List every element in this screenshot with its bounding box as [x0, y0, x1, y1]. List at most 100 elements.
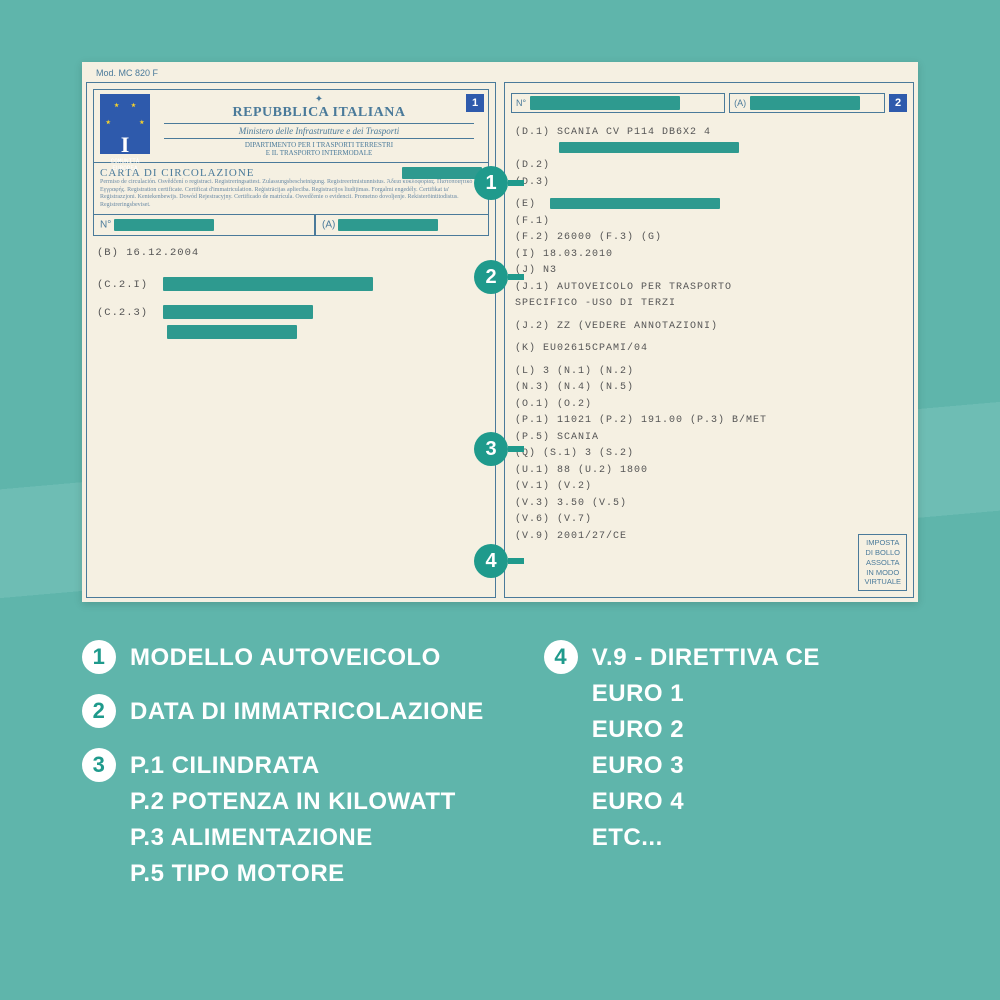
field-v3: (V.3) 3.50 (V.5) — [515, 496, 903, 513]
legend-text-4: V.9 - DIRETTIVA CE EURO 1 EURO 2 EURO 3 … — [592, 640, 820, 856]
marker-4-num: 4 — [485, 550, 496, 573]
bollo-stamp: IMPOSTADI BOLLOASSOLTAIN MODOVIRTUALE — [858, 534, 907, 591]
redacted — [750, 96, 860, 110]
carta-translations: Permiso de circulación. Osvědčení o regi… — [100, 179, 482, 210]
field-p5: (P.5) SCANIA — [515, 430, 903, 447]
marker-2-num: 2 — [485, 266, 496, 289]
page-1: ⋆ ⋆⋆ ⋆ I COMUNITÀ EUROPEA ✦ REPUBBLICA I… — [86, 82, 496, 598]
redacted — [550, 198, 720, 209]
dept2: E IL TRASPORTO INTERMODALE — [156, 149, 482, 157]
field-j: (J) N3 — [515, 263, 903, 280]
field-k: (K) EU02615CPAMI/04 — [515, 341, 903, 358]
field-c2i: (C.2.I) — [97, 279, 148, 291]
field-d2: (D.2) — [515, 158, 903, 175]
page2-top: N° (A) 2 — [511, 89, 907, 117]
page2-body: (D.1) SCANIA CV P114 DB6X2 4 (D.2) (D.3)… — [511, 117, 907, 549]
page-num-1: 1 — [466, 94, 484, 112]
ministry: Ministero delle Infrastrutture e dei Tra… — [164, 123, 474, 139]
legend-3-l2: P.2 POTENZA IN KILOWATT — [130, 784, 456, 820]
legend-item-4: 4 V.9 - DIRETTIVA CE EURO 1 EURO 2 EURO … — [544, 640, 820, 856]
legend-4-l1: V.9 - DIRETTIVA CE — [592, 640, 820, 676]
a-label-2: (A) — [734, 98, 746, 108]
page-num-2: 2 — [889, 94, 907, 112]
redacted — [559, 142, 739, 153]
legend-text-2: DATA DI IMMATRICOLAZIONE — [130, 694, 484, 730]
page-2: N° (A) 2 (D.1) SCANIA CV P114 DB6X2 4 (D… — [504, 82, 914, 598]
a-label: (A) — [322, 220, 335, 231]
marker-1: 1 — [474, 166, 508, 200]
field-n3: (N.3) (N.4) (N.5) — [515, 380, 903, 397]
header-box: ⋆ ⋆⋆ ⋆ I COMUNITÀ EUROPEA ✦ REPUBBLICA I… — [93, 89, 489, 163]
page1-body: (B) 16.12.2004 (C.2.I) (C.2.3) — [93, 236, 489, 348]
field-j1b: SPECIFICO -USO DI TERZI — [515, 296, 903, 313]
field-f2: (F.2) 26000 (F.3) (G) — [515, 230, 903, 247]
a-field: (A) — [315, 215, 489, 235]
legend-text-1: MODELLO AUTOVEICOLO — [130, 640, 441, 676]
legend-4-l6: ETC... — [592, 820, 820, 856]
legend-3-l1: P.1 CILINDRATA — [130, 748, 456, 784]
redacted — [114, 219, 214, 231]
mod-label: Mod. MC 820 F — [96, 68, 158, 78]
n-label-2: N° — [516, 98, 526, 108]
field-e: (E) — [515, 199, 536, 210]
legend-num-2: 2 — [82, 694, 116, 728]
doc-title: REPUBBLICA ITALIANA — [156, 105, 482, 121]
legend-col-left: 1 MODELLO AUTOVEICOLO 2 DATA DI IMMATRIC… — [82, 640, 484, 892]
marker-4: 4 — [474, 544, 508, 578]
field-o1: (O.1) (O.2) — [515, 397, 903, 414]
eu-country: I — [100, 132, 150, 158]
legend-4-l2: EURO 1 — [592, 676, 820, 712]
field-l: (L) 3 (N.1) (N.2) — [515, 364, 903, 381]
field-j2: (J.2) ZZ (VEDERE ANNOTAZIONI) — [515, 319, 903, 336]
pages: ⋆ ⋆⋆ ⋆ I COMUNITÀ EUROPEA ✦ REPUBBLICA I… — [86, 66, 914, 598]
field-i: (I) 18.03.2010 — [515, 247, 903, 264]
dept1: DIPARTIMENTO PER I TRASPORTI TERRESTRI — [156, 141, 482, 149]
field-v6: (V.6) (V.7) — [515, 512, 903, 529]
legend-4-l5: EURO 4 — [592, 784, 820, 820]
eu-flag: ⋆ ⋆⋆ ⋆ I COMUNITÀ EUROPEA — [100, 94, 150, 154]
legend-text-3: P.1 CILINDRATA P.2 POTENZA IN KILOWATT P… — [130, 748, 456, 892]
field-q: (Q) (S.1) 3 (S.2) — [515, 446, 903, 463]
legend-num-1: 1 — [82, 640, 116, 674]
redacted — [402, 167, 482, 179]
field-p: (P.1) 11021 (P.2) 191.00 (P.3) B/MET — [515, 413, 903, 430]
n-box: N° — [511, 93, 725, 113]
legend-col-right: 4 V.9 - DIRETTIVA CE EURO 1 EURO 2 EURO … — [544, 640, 820, 892]
marker-1-num: 1 — [485, 172, 496, 195]
legend-item-1: 1 MODELLO AUTOVEICOLO — [82, 640, 484, 676]
legend-4-l4: EURO 3 — [592, 748, 820, 784]
field-d1: (D.1) SCANIA CV P114 DB6X2 4 — [515, 125, 903, 142]
header-text: ✦ REPUBBLICA ITALIANA Ministero delle In… — [156, 94, 482, 158]
number-a-box: N° (A) — [93, 215, 489, 236]
legend-3-l3: P.3 ALIMENTAZIONE — [130, 820, 456, 856]
redacted — [163, 277, 373, 291]
redacted — [530, 96, 680, 110]
field-b: (B) 16.12.2004 — [97, 244, 485, 264]
legend-num-3: 3 — [82, 748, 116, 782]
field-u: (U.1) 88 (U.2) 1800 — [515, 463, 903, 480]
field-f1: (F.1) — [515, 214, 903, 231]
marker-3: 3 — [474, 432, 508, 466]
legend-item-2: 2 DATA DI IMMATRICOLAZIONE — [82, 694, 484, 730]
legend-4-l3: EURO 2 — [592, 712, 820, 748]
field-j1a: (J.1) AUTOVEICOLO PER TRASPORTO — [515, 280, 903, 297]
document-scan: Mod. MC 820 F ⋆ ⋆⋆ ⋆ I COMUNITÀ EUROPEA … — [82, 62, 918, 602]
legend-3-l4: P.5 TIPO MOTORE — [130, 856, 456, 892]
eu-stars-icon: ⋆ ⋆⋆ ⋆ — [100, 98, 150, 132]
field-v1: (V.1) (V.2) — [515, 479, 903, 496]
legend-item-3: 3 P.1 CILINDRATA P.2 POTENZA IN KILOWATT… — [82, 748, 484, 892]
carta-box: CARTA DI CIRCOLAZIONE Permiso de circula… — [93, 163, 489, 215]
n-label: N° — [100, 220, 111, 231]
redacted — [338, 219, 438, 231]
legend: 1 MODELLO AUTOVEICOLO 2 DATA DI IMMATRIC… — [82, 640, 950, 892]
field-d3: (D.3) — [515, 175, 903, 192]
eu-label: COMUNITÀ EUROPEA — [100, 158, 150, 174]
field-c23: (C.2.3) — [97, 307, 148, 319]
n-field: N° — [93, 215, 315, 235]
marker-2: 2 — [474, 260, 508, 294]
legend-num-4: 4 — [544, 640, 578, 674]
marker-3-num: 3 — [485, 438, 496, 461]
a-box: (A) — [729, 93, 885, 113]
redacted — [163, 305, 313, 319]
field-v9: (V.9) 2001/27/CE — [515, 529, 903, 546]
